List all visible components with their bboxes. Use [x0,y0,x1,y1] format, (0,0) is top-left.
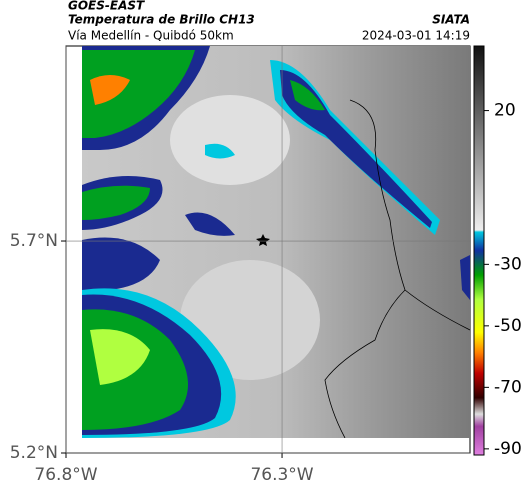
location: Vía Medellín - Quibdó 50km [68,29,234,43]
y-tick-label: 5.7°N [10,231,58,251]
satellite-image [82,46,470,438]
colorbar-tick-label: -70 [494,377,522,397]
subtitle: Temperatura de Brillo CH13 [68,13,255,27]
title: GOES-EAST [68,0,145,13]
source: SIATA [432,13,470,27]
colorbar-tick-label: 20 [494,101,516,121]
datetime: 2024-03-01 14:19 [362,29,470,43]
location-marker [256,234,270,246]
colorbar-tick-label: -50 [494,316,522,336]
x-tick-label: 76.3°W [250,465,313,485]
colorbar [473,45,485,456]
colorbar-tick-label: -30 [494,254,522,274]
x-tick-label: 76.8°W [34,465,97,485]
colorbar-tick-label: -90 [494,439,522,459]
y-tick-label: 5.2°N [10,443,58,463]
